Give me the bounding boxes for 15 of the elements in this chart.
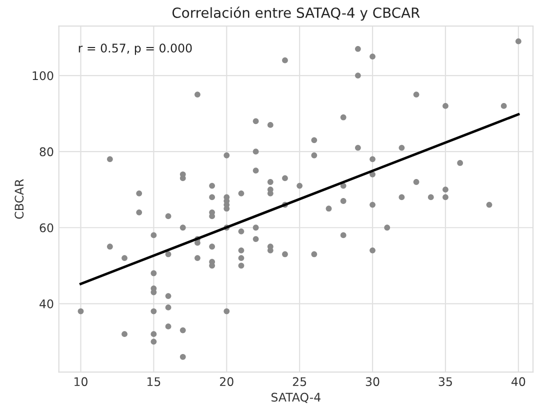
chart-title: Correlación entre SATAQ-4 y CBCAR bbox=[172, 6, 420, 21]
x-tick-label: 20 bbox=[220, 377, 234, 386]
x-tick-label: 10 bbox=[74, 377, 88, 386]
y-tick-label: 80 bbox=[40, 147, 54, 156]
x-axis-title: SATAQ-4 bbox=[272, 392, 320, 404]
annotation: r = 0.57, p = 0.000 bbox=[78, 44, 192, 55]
y-tick-label: 100 bbox=[32, 71, 54, 80]
y-tick-label: 60 bbox=[40, 223, 54, 232]
y-tick-label: 40 bbox=[40, 299, 54, 308]
y-axis-title: CBCAR bbox=[14, 179, 24, 219]
x-tick-label: 40 bbox=[511, 377, 526, 386]
x-tick-label: 15 bbox=[147, 377, 160, 386]
x-tick-label: 35 bbox=[438, 377, 452, 386]
x-tick-label: 30 bbox=[366, 377, 380, 386]
x-tick-label: 25 bbox=[292, 377, 306, 386]
